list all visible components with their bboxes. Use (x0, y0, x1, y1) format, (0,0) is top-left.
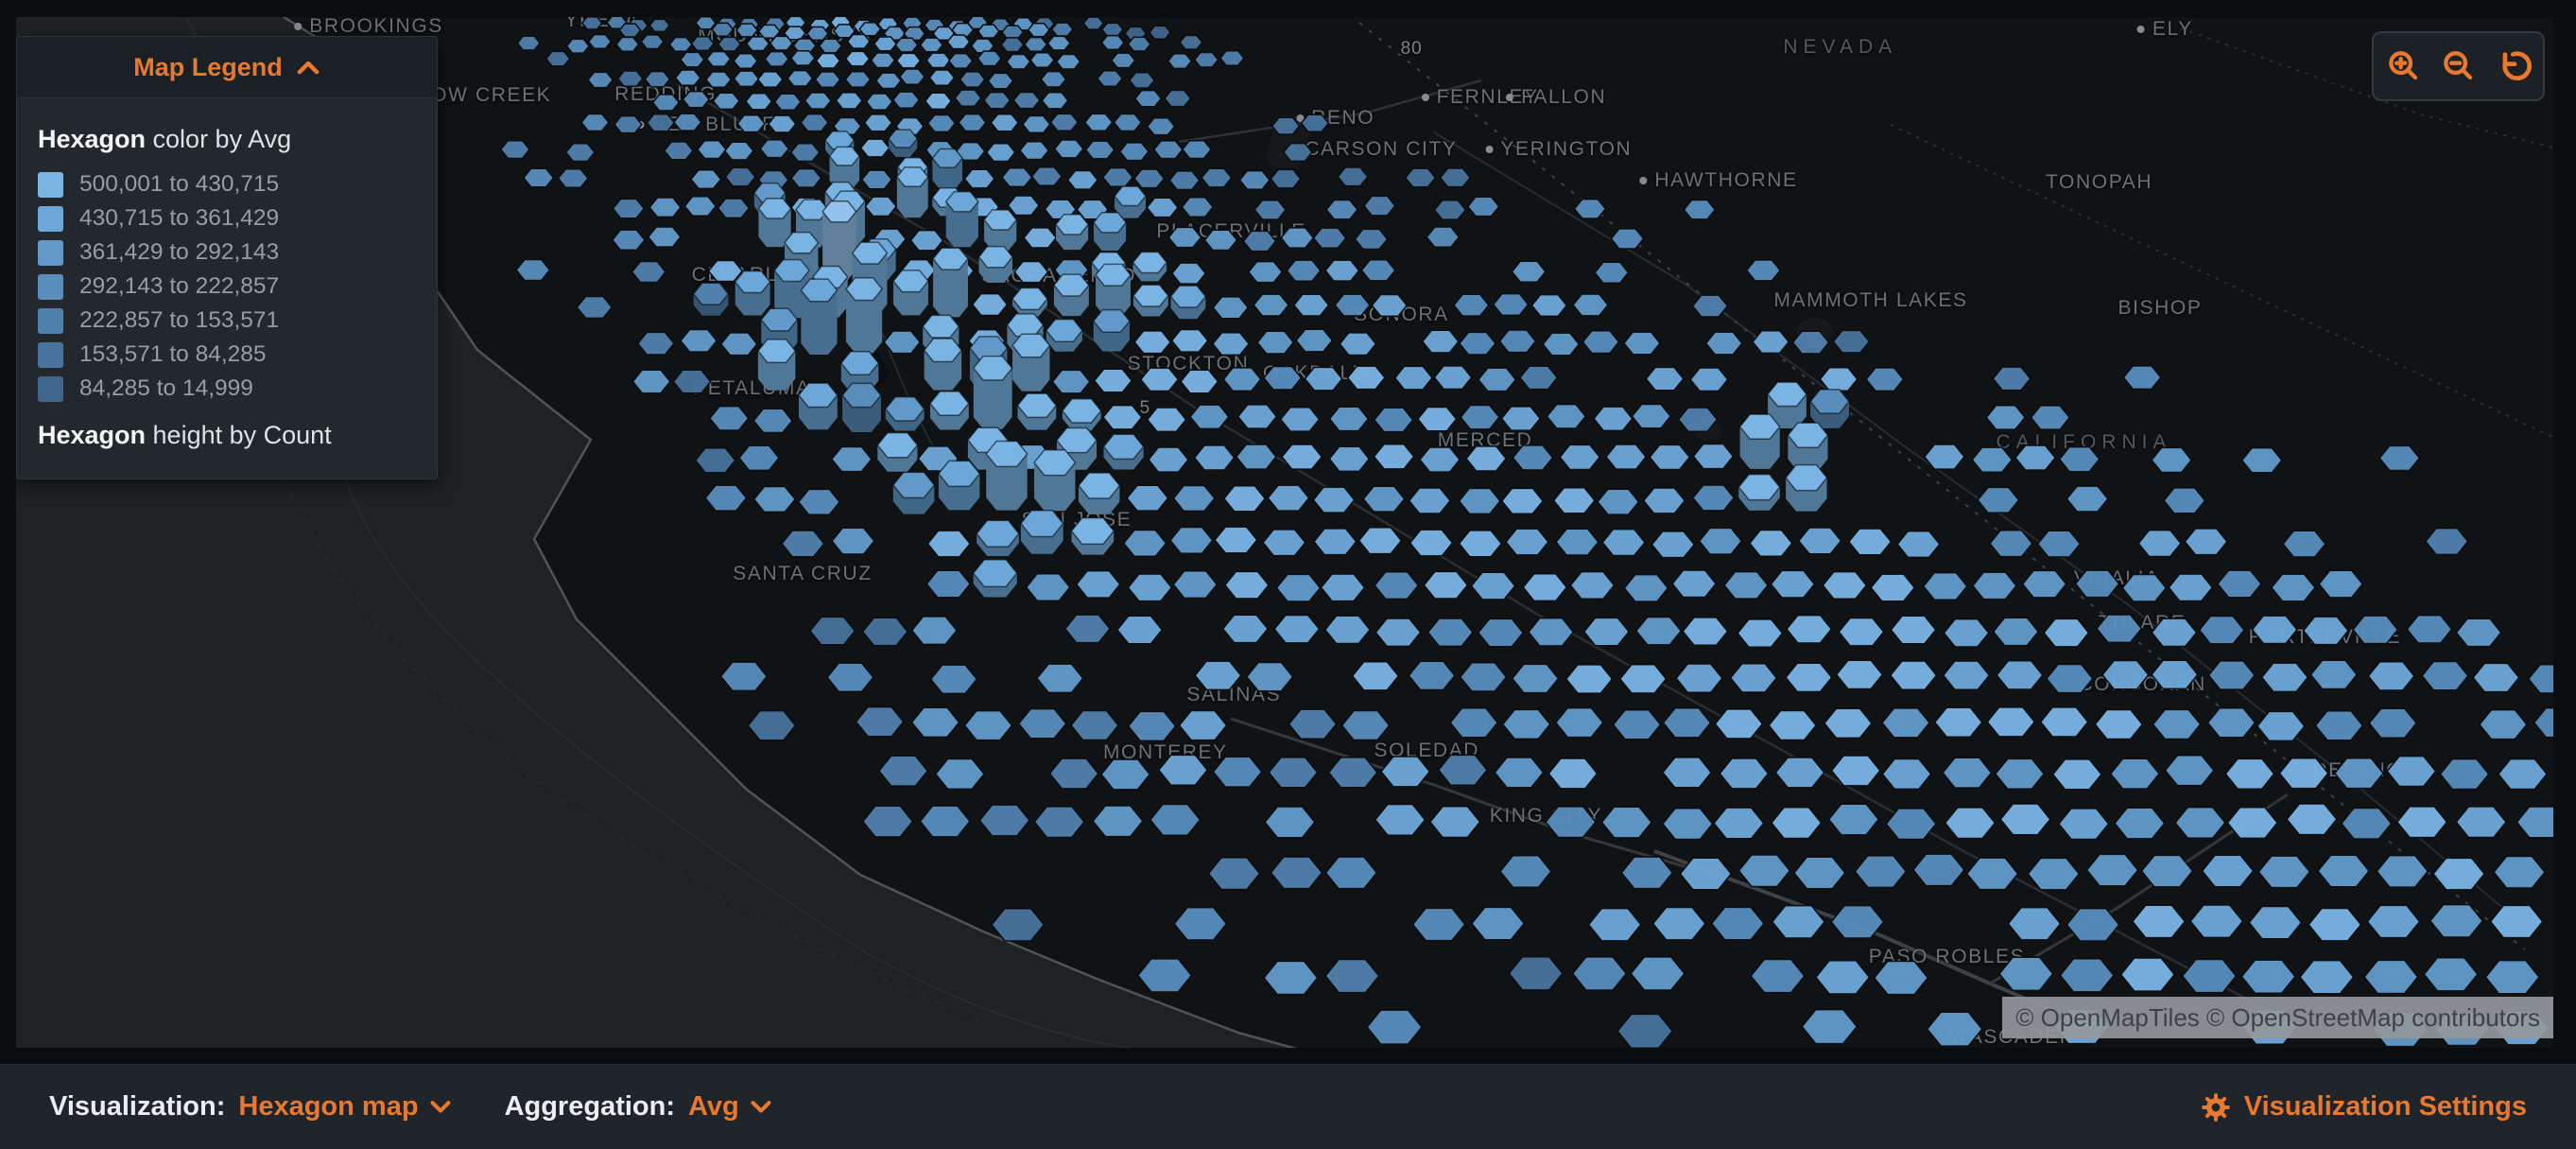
zoom-out-button[interactable] (2439, 46, 2479, 86)
zoom-out-icon (2443, 51, 2472, 80)
legend-swatch (38, 273, 63, 300)
gear-icon (2202, 1092, 2230, 1122)
map-label-text: 5 (1139, 398, 1151, 419)
chevron-down-icon (430, 1100, 451, 1113)
map-label: ELY (2136, 18, 2193, 41)
map-label: BISHOP (2118, 297, 2202, 320)
map-label: FALLON (1506, 86, 1606, 109)
map-label-text: FALLON (1521, 86, 1607, 109)
map-label-text: HAWTHORNE (1654, 169, 1798, 192)
aggregation-dropdown[interactable]: Avg (688, 1091, 772, 1123)
legend-color-by-metric: color by Avg (146, 125, 292, 153)
legend-swatch (38, 341, 63, 368)
legend-range: 222,857 to 153,571 (79, 307, 280, 333)
map-label: MERCED (1438, 429, 1533, 452)
legend-class-list: 500,001 to 430,715 430,715 to 361,429 361,… (38, 167, 414, 406)
map-label-text: ELY (2152, 18, 2193, 41)
legend-class-row: 361,429 to 292,143 (38, 235, 414, 270)
legend-range: 292,143 to 222,857 (79, 273, 280, 299)
map-label: SANTA CRUZ (733, 563, 872, 585)
place-dot-icon (1296, 113, 1305, 122)
legend-swatch (38, 205, 63, 232)
place-dot-icon (294, 22, 303, 30)
map-label-text: CARSON CITY (1305, 137, 1458, 160)
reset-view-icon (2501, 51, 2532, 81)
place-dot-icon (1485, 145, 1494, 153)
map-label-text: NEVADA (1783, 35, 1898, 58)
map-legend-panel: Map Legend Hexagon color by Avg 500,001 … (16, 36, 438, 479)
zoom-in-button[interactable] (2384, 46, 2424, 86)
legend-body: Hexagon color by Avg 500,001 to 430,715 4… (17, 98, 437, 479)
legend-class-row: 430,715 to 361,429 (38, 201, 414, 235)
legend-height-by-metric: height by Count (146, 421, 332, 449)
legend-swatch (38, 307, 63, 334)
hexagon-layer (499, 17, 2553, 1048)
map-label-text: 80 (1400, 38, 1423, 59)
legend-color-by: Hexagon color by Avg (38, 125, 414, 154)
visualization-settings-button[interactable]: Visualization Settings (2200, 1091, 2527, 1123)
map-attribution[interactable]: © OpenMapTiles © OpenStreetMap contribut… (2002, 997, 2553, 1038)
place-dot-icon (1421, 94, 1429, 102)
map-legend-toggle[interactable]: Map Legend (17, 37, 437, 98)
legend-range: 153,571 to 84,285 (79, 341, 267, 367)
legend-swatch (38, 239, 63, 266)
legend-range: 84,285 to 14,999 (79, 375, 253, 401)
legend-title: Map Legend (133, 52, 283, 81)
map-label-text: YERINGTON (1500, 137, 1633, 160)
map-label-text: TONOPAH (2046, 171, 2153, 194)
legend-class-row: 84,285 to 14,999 (38, 372, 414, 406)
legend-color-by-dim: Hexagon (38, 125, 147, 153)
map-label-text: FERNLEY (1436, 86, 1539, 109)
map-label: TONOPAH (2046, 171, 2152, 194)
legend-swatch (38, 375, 63, 402)
legend-class-row: 500,001 to 430,715 (38, 167, 414, 201)
reset-view-button[interactable] (2494, 46, 2533, 86)
visualization-group: Visualization: Hexagon map (49, 1091, 452, 1123)
map-label: HAWTHORNE (1639, 169, 1797, 192)
map-zoom-controls (2372, 31, 2545, 101)
visualization-dropdown[interactable]: Hexagon map (238, 1091, 451, 1123)
map-label-text: BISHOP (2118, 297, 2203, 320)
legend-class-row: 222,857 to 153,571 (38, 304, 414, 338)
legend-range: 361,429 to 292,143 (79, 239, 280, 265)
chevron-up-icon (297, 61, 320, 75)
aggregation-label: Aggregation: (504, 1091, 675, 1122)
aggregation-value: Avg (688, 1091, 739, 1122)
legend-class-row: 292,143 to 222,857 (38, 270, 414, 304)
place-dot-icon (1639, 177, 1648, 185)
chevron-down-icon (751, 1100, 771, 1113)
map-label-text: MAMMOTH LAKES (1773, 288, 1968, 311)
place-dot-icon (2136, 26, 2145, 34)
visualization-value: Hexagon map (238, 1091, 419, 1122)
map-canvas[interactable]: YREKA BROOKINGS MOUNT SHASTA ELY NEVADA 80 FER… (16, 17, 2553, 1048)
visualization-label: Visualization: (49, 1091, 226, 1122)
legend-range: 500,001 to 430,715 (79, 171, 280, 197)
legend-swatch (38, 171, 63, 198)
legend-height-by: Hexagon height by Count (38, 421, 414, 450)
map-label: 80 (1401, 39, 1423, 60)
map-label-text: BROOKINGS (309, 17, 443, 37)
map-label-text: MERCED (1437, 428, 1533, 451)
place-dot-icon (1506, 94, 1514, 102)
map-label: 5 (1140, 398, 1151, 419)
map-label: BROOKINGS (294, 17, 443, 38)
map-label: NEVADA (1783, 36, 1897, 59)
legend-height-by-dim: Hexagon (38, 421, 147, 449)
map-label: YERINGTON (1485, 138, 1632, 161)
map-label-text: SANTA CRUZ (733, 562, 873, 584)
map-label: FERNLEY (1421, 86, 1539, 109)
zoom-in-icon (2388, 51, 2417, 80)
map-label: MAMMOTH LAKES (1773, 289, 1967, 312)
aggregation-group: Aggregation: Avg (505, 1091, 772, 1123)
legend-class-row: 153,571 to 84,285 (38, 338, 414, 372)
panel-toolbar: Visualization: Hexagon map Aggregation: … (0, 1064, 2576, 1149)
visualization-settings-label: Visualization Settings (2243, 1091, 2527, 1122)
legend-range: 430,715 to 361,429 (79, 205, 280, 231)
